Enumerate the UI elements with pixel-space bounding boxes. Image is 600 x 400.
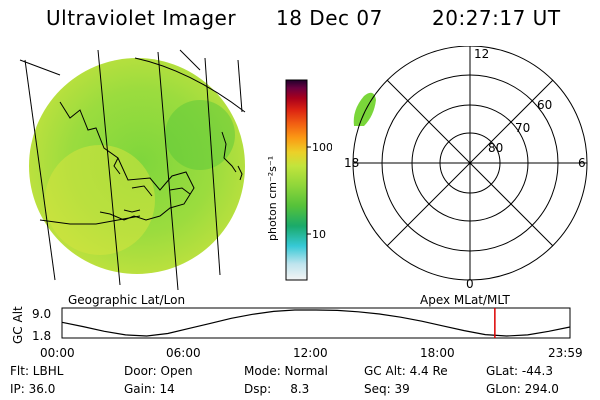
coastlines xyxy=(39,101,243,225)
time-label: 20:27:17 UT xyxy=(432,6,561,30)
altitude-strip-chart: GC Alt 9.0 1.8 00:00 06:00 12:00 18:00 2… xyxy=(11,306,583,360)
mlat-label-70: 70 xyxy=(515,121,530,135)
status-filter: Flt: LBHL xyxy=(10,364,64,378)
altitude-series-line-0 xyxy=(61,309,571,337)
status-gain: Gain: 14 xyxy=(124,382,175,396)
x-tick-label-2359: 23:59 xyxy=(548,346,583,360)
geographic-panel-label: Geographic Lat/Lon xyxy=(68,293,186,307)
y-tick-label-top: 9.0 xyxy=(32,307,51,321)
y-axis-label: GC Alt xyxy=(11,306,25,344)
status-door: Door: Open xyxy=(124,364,193,378)
disk-brightening xyxy=(45,145,155,255)
x-tick-label-1200: 12:00 xyxy=(293,346,328,360)
status-seq: Seq: 39 xyxy=(364,382,410,396)
apex-panel-label: Apex MLat/MLT xyxy=(420,293,510,307)
status-mode: Mode: Normal xyxy=(244,364,328,378)
mlat-label-60: 60 xyxy=(537,98,552,112)
polar-mlat-mlt-plot: 12 18 6 0 60 70 80 xyxy=(344,46,588,291)
date-label: 18 Dec 07 xyxy=(276,6,383,30)
mlt-label-6: 6 xyxy=(578,156,586,170)
colorbar: 100 10 photon cm⁻²s⁻¹ xyxy=(266,79,332,281)
mlt-line-diagonal-2 xyxy=(386,79,554,247)
instrument-title: Ultraviolet Imager xyxy=(46,6,237,30)
colorbar-scale xyxy=(285,79,308,281)
status-gc-alt: GC Alt: 4.4 Re xyxy=(364,364,448,378)
disk-dim-region xyxy=(165,100,235,170)
mlt-label-18: 18 xyxy=(344,156,359,170)
colorbar-unit-label: photon cm⁻²s⁻¹ xyxy=(266,156,279,241)
mlt-label-0: 0 xyxy=(466,277,474,291)
mlat-label-80: 80 xyxy=(488,141,503,155)
x-tick-label-1800: 18:00 xyxy=(420,346,455,360)
status-glon: GLon: 294.0 xyxy=(486,382,559,396)
colorbar-tick-label-10: 10 xyxy=(312,228,326,241)
x-tick-label-0600: 06:00 xyxy=(166,346,201,360)
plot-frame xyxy=(61,307,571,339)
status-ip: IP: 36.0 xyxy=(10,382,56,396)
x-tick-label-0000: 00:00 xyxy=(40,346,75,360)
colorbar-tick-label-100: 100 xyxy=(312,141,332,154)
geographic-image-panel xyxy=(19,49,246,291)
mlt-label-12: 12 xyxy=(474,47,489,61)
status-glat: GLat: -44.3 xyxy=(486,364,553,378)
status-dsp: Dsp: 8.3 xyxy=(244,382,310,396)
series-group xyxy=(61,308,571,338)
y-tick-label-bottom: 1.8 xyxy=(32,329,51,343)
meridian-lines xyxy=(19,49,246,291)
